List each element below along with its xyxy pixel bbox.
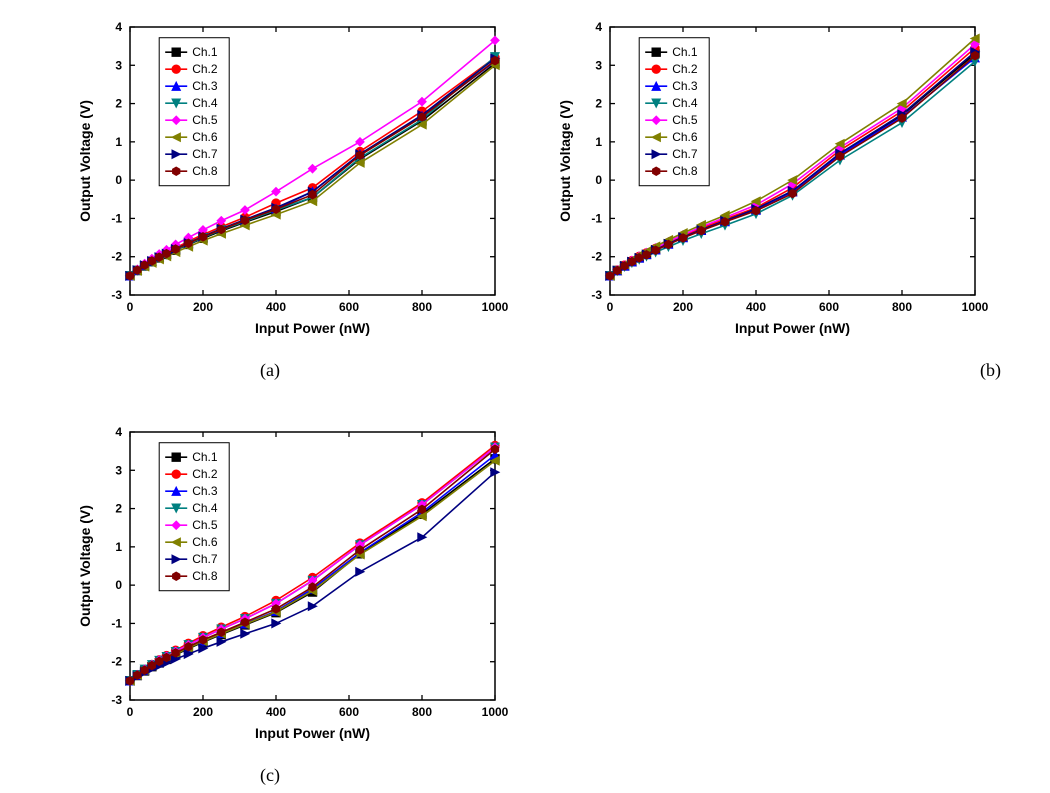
- svg-text:-2: -2: [111, 655, 122, 669]
- svg-text:-3: -3: [111, 288, 122, 302]
- caption-c: (c): [260, 765, 280, 786]
- chart-b: 0 200 400 600 800 1000 -3 -2 -1 0 1 2 3 4 Input Power …: [550, 15, 990, 345]
- svg-text:Ch.6: Ch.6: [192, 535, 218, 549]
- svg-text:-1: -1: [111, 211, 122, 225]
- svg-text:3: 3: [115, 58, 122, 72]
- svg-text:Ch.7: Ch.7: [192, 552, 218, 566]
- page-root: 02004006008001000-3-2-101234Input Power …: [0, 0, 1050, 793]
- svg-text:0: 0: [115, 173, 122, 187]
- svg-text:Ch.4: Ch.4: [192, 96, 218, 110]
- svg-text:Ch.4: Ch.4: [192, 501, 218, 515]
- chart-panel-a: 0 200 400 600 800 1000 -3 -2 -1 0 1 2 3 4 Input Power …: [70, 15, 510, 345]
- svg-text:1: 1: [115, 135, 122, 149]
- svg-text:Ch.5: Ch.5: [192, 113, 218, 127]
- svg-text:Ch.4: Ch.4: [672, 96, 698, 110]
- svg-text:Ch.3: Ch.3: [192, 79, 218, 93]
- svg-text:Ch.8: Ch.8: [672, 164, 698, 178]
- svg-text:2: 2: [115, 502, 122, 516]
- caption-b: (b): [980, 360, 1001, 381]
- svg-text:Output Voltage (V): Output Voltage (V): [77, 100, 93, 222]
- svg-text:Ch.8: Ch.8: [192, 569, 218, 583]
- caption-a: (a): [260, 360, 280, 381]
- svg-text:4: 4: [115, 425, 122, 439]
- chart-panel-b: 0 200 400 600 800 1000 -3 -2 -1 0 1 2 3 4 Input Power …: [550, 15, 990, 345]
- svg-text:800: 800: [892, 300, 912, 314]
- svg-text:Ch.5: Ch.5: [192, 518, 218, 532]
- svg-text:-1: -1: [111, 616, 122, 630]
- svg-text:Ch.2: Ch.2: [672, 62, 698, 76]
- svg-text:-2: -2: [111, 250, 122, 264]
- chart-c: 0 200 400 600 800 1000 -3 -2 -1 0 1 2 3 4 Input Power …: [70, 420, 510, 750]
- svg-text:-3: -3: [111, 693, 122, 707]
- svg-text:Input Power (nW): Input Power (nW): [735, 320, 850, 336]
- svg-text:1000: 1000: [482, 705, 509, 719]
- svg-text:1000: 1000: [962, 300, 989, 314]
- svg-text:200: 200: [673, 300, 693, 314]
- svg-text:2: 2: [595, 97, 602, 111]
- svg-text:Ch.1: Ch.1: [192, 45, 218, 59]
- svg-text:Ch.2: Ch.2: [192, 62, 218, 76]
- legend: Ch.1 Ch.2 Ch.3 Ch.4 Ch.5 Ch.6 Ch.7 Ch.8: [639, 38, 709, 186]
- svg-text:Ch.7: Ch.7: [672, 147, 698, 161]
- svg-text:Ch.8: Ch.8: [192, 164, 218, 178]
- svg-text:Ch.3: Ch.3: [672, 79, 698, 93]
- svg-text:400: 400: [746, 300, 766, 314]
- svg-text:Ch.1: Ch.1: [672, 45, 698, 59]
- svg-text:Ch.6: Ch.6: [672, 130, 698, 144]
- svg-text:Input Power (nW): Input Power (nW): [255, 725, 370, 741]
- svg-text:Ch.5: Ch.5: [672, 113, 698, 127]
- svg-text:Output Voltage (V): Output Voltage (V): [77, 505, 93, 627]
- svg-text:200: 200: [193, 300, 213, 314]
- svg-text:400: 400: [266, 300, 286, 314]
- svg-text:600: 600: [819, 300, 839, 314]
- svg-text:Ch.1: Ch.1: [192, 450, 218, 464]
- svg-text:0: 0: [607, 300, 614, 314]
- svg-text:-3: -3: [591, 288, 602, 302]
- svg-text:-2: -2: [591, 250, 602, 264]
- svg-text:Ch.7: Ch.7: [192, 147, 218, 161]
- svg-text:800: 800: [412, 705, 432, 719]
- svg-text:1000: 1000: [482, 300, 509, 314]
- svg-text:0: 0: [115, 578, 122, 592]
- svg-text:400: 400: [266, 705, 286, 719]
- chart-panel-c: 0 200 400 600 800 1000 -3 -2 -1 0 1 2 3 4 Input Power …: [70, 420, 510, 750]
- svg-text:Output Voltage (V): Output Voltage (V): [557, 100, 573, 222]
- svg-text:600: 600: [339, 705, 359, 719]
- svg-text:4: 4: [115, 20, 122, 34]
- legend: Ch.1 Ch.2 Ch.3 Ch.4 Ch.5 Ch.6 Ch.7 Ch.8: [159, 38, 229, 186]
- svg-text:4: 4: [595, 20, 602, 34]
- svg-text:1: 1: [595, 135, 602, 149]
- svg-text:800: 800: [412, 300, 432, 314]
- svg-text:2: 2: [115, 97, 122, 111]
- svg-text:Input Power (nW): Input Power (nW): [255, 320, 370, 336]
- svg-text:Ch.3: Ch.3: [192, 484, 218, 498]
- svg-text:Ch.6: Ch.6: [192, 130, 218, 144]
- svg-text:3: 3: [115, 463, 122, 477]
- legend: Ch.1 Ch.2 Ch.3 Ch.4 Ch.5 Ch.6 Ch.7 Ch.8: [159, 443, 229, 591]
- svg-text:0: 0: [595, 173, 602, 187]
- svg-text:Ch.2: Ch.2: [192, 467, 218, 481]
- svg-text:1: 1: [115, 540, 122, 554]
- svg-text:200: 200: [193, 705, 213, 719]
- chart-a: 0 200 400 600 800 1000 -3 -2 -1 0 1 2 3 4 Input Power …: [70, 15, 510, 345]
- svg-text:600: 600: [339, 300, 359, 314]
- svg-text:3: 3: [595, 58, 602, 72]
- svg-text:-1: -1: [591, 211, 602, 225]
- svg-text:0: 0: [127, 705, 134, 719]
- svg-text:0: 0: [127, 300, 134, 314]
